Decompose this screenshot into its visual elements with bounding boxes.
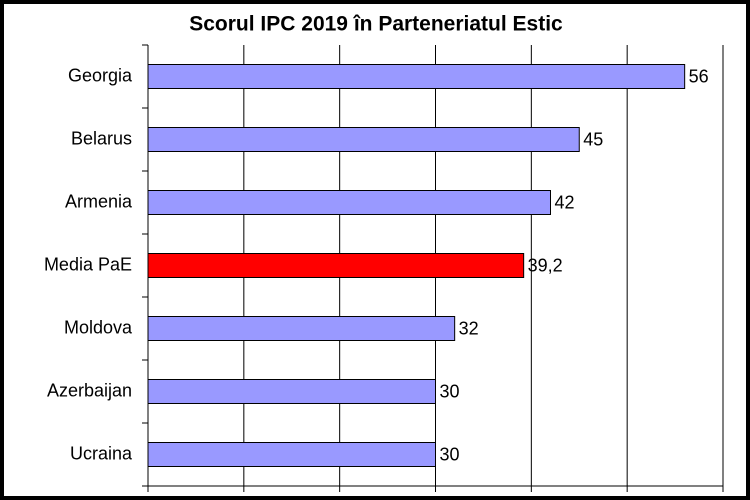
chart-title: Scorul IPC 2019 în Parteneriatul Estic [189,13,563,36]
bar [147,316,456,341]
value-label: 32 [459,318,479,338]
value-label: 39,2 [528,255,563,275]
y-tick-label: Belarus [71,128,132,148]
bar [147,253,525,278]
bar [147,64,686,89]
y-tick-label: Media PaE [44,254,132,274]
y-tick-label: Georgia [68,65,133,85]
value-label: 42 [555,192,575,212]
value-label: 30 [440,444,460,464]
y-tick-label: Armenia [65,191,133,211]
value-label: 30 [440,381,460,401]
y-tick-label: Moldova [64,317,133,337]
value-label: 56 [689,66,709,86]
bar [147,127,580,152]
y-tick-label: Azerbaijan [47,380,132,400]
bar [147,190,551,215]
y-tick-label: Ucraina [70,443,133,463]
value-label: 45 [583,129,603,149]
bar [147,442,436,467]
bar [147,379,436,404]
